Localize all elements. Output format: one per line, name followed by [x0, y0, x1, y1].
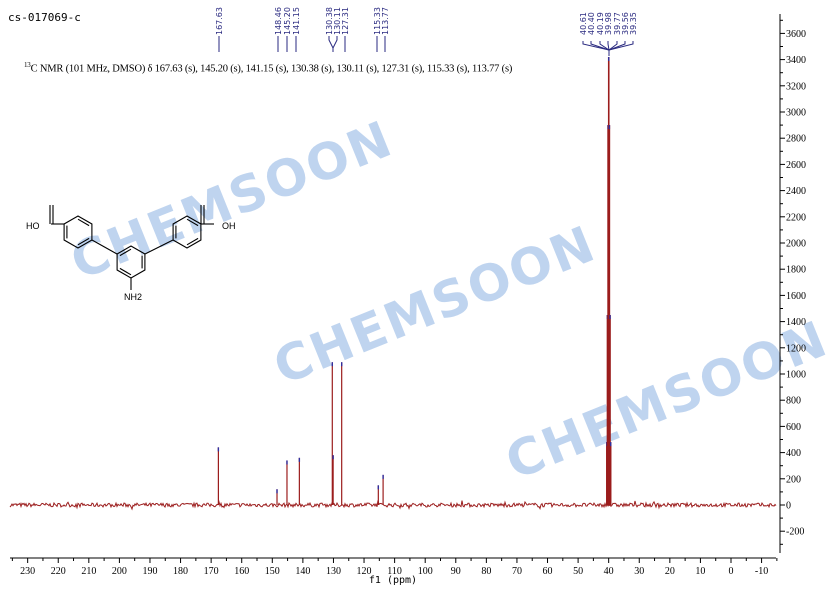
y-tick-label: 3200 — [786, 81, 806, 92]
watermark: CHEMSOON — [63, 109, 401, 291]
y-tick-label: 200 — [786, 474, 801, 485]
nmr-description: 13C NMR (101 MHz, DMSO) δ 167.63 (s), 14… — [24, 61, 512, 75]
benzene-ring — [172, 215, 202, 249]
double-bond — [119, 267, 132, 276]
peak-label: 130.11 — [333, 7, 342, 35]
x-tick-label: 20 — [665, 566, 675, 577]
y-tick-label: 1600 — [786, 291, 806, 302]
y-tick-label: 1000 — [786, 370, 806, 381]
description-text: C NMR (101 MHz, DMSO) δ 167.63 (s), 145.… — [30, 63, 513, 75]
peak-label: 39.77 — [613, 12, 622, 35]
watermarks: CHEMSOON CHEMSOON CHEMSOON — [63, 109, 828, 491]
watermark: CHEMSOON — [498, 309, 828, 491]
x-tick-label: 210 — [81, 566, 96, 577]
x-tick-label: 220 — [51, 566, 66, 577]
peak-label: 141.15 — [292, 7, 301, 35]
benzene-ring — [116, 245, 146, 279]
axes: 230 220 210 200 190 180 170 160 150 140 130 120 110 1… — [10, 14, 806, 577]
peak-label: 40.61 — [579, 12, 588, 35]
x-tick-label: 0 — [729, 566, 734, 577]
sample-id: cs-017069-c — [8, 11, 81, 24]
peak-label: 127.31 — [341, 7, 350, 35]
isotope-superscript: 13 — [24, 61, 31, 69]
y-tick-label: 3400 — [786, 55, 806, 66]
bond — [144, 239, 174, 255]
peak-label: 40.40 — [587, 12, 596, 35]
double-bond — [119, 248, 132, 257]
x-tick-label: 190 — [142, 566, 157, 577]
x-tick-label: 40 — [604, 566, 614, 577]
atom-label-oh: OH — [222, 221, 236, 231]
peak-label: 40.19 — [596, 12, 605, 35]
y-tick-label: 1800 — [786, 265, 806, 276]
x-tick-label: 200 — [112, 566, 127, 577]
y-tick-label: 3600 — [786, 29, 806, 40]
double-bond — [77, 237, 90, 246]
y-tick-label: -200 — [786, 527, 804, 538]
y-tick-label: 2000 — [786, 239, 806, 250]
peak-label: 115.33 — [373, 7, 382, 35]
peak-label: 39.35 — [629, 12, 638, 35]
double-bond — [186, 218, 199, 227]
x-tick-label: 60 — [543, 566, 553, 577]
x-tick-label: 50 — [573, 566, 583, 577]
x-tick-label: 70 — [512, 566, 522, 577]
peak-label: 39.98 — [604, 12, 613, 35]
double-bond — [186, 237, 199, 246]
peak-label: 39.56 — [621, 12, 630, 35]
atom-label-nh2: NH2 — [124, 292, 142, 302]
peak-label: 113.77 — [381, 7, 390, 35]
x-tick-label: 160 — [234, 566, 249, 577]
x-tick-label: 10 — [695, 566, 705, 577]
spectrum-trace — [9, 56, 777, 511]
peak-label-connector — [332, 36, 338, 52]
benzene-ring — [63, 215, 93, 249]
x-tick-label: 140 — [295, 566, 310, 577]
peak-label: 148.46 — [274, 7, 283, 35]
y-tick-label: 600 — [786, 422, 801, 433]
molecule-structure — [49, 205, 214, 290]
y-tick-label: 400 — [786, 448, 801, 459]
atom-label-ho: HO — [26, 221, 40, 231]
x-tick-label: 110 — [387, 566, 402, 577]
x-tick-label: 150 — [265, 566, 280, 577]
peak-label: 130.38 — [325, 7, 334, 35]
peak-label: 167.63 — [215, 7, 224, 35]
x-tick-label: 170 — [204, 566, 219, 577]
x-axis-label: f1 (ppm) — [369, 575, 417, 586]
watermark: CHEMSOON — [266, 214, 604, 396]
y-tick-label: 800 — [786, 396, 801, 407]
peak-label-connector — [328, 36, 334, 52]
bond — [91, 239, 118, 255]
peak-label: 145.20 — [283, 7, 292, 35]
y-tick-label: 2800 — [786, 134, 806, 145]
x-tick-label: 180 — [173, 566, 188, 577]
y-tick-label: 0 — [786, 501, 791, 512]
x-tick-label: 100 — [418, 566, 433, 577]
x-tick-label: 80 — [481, 566, 491, 577]
y-tick-label: 2400 — [786, 186, 806, 197]
x-tick-label: 90 — [451, 566, 461, 577]
y-tick-label: 1200 — [786, 343, 806, 354]
x-tick-label: 230 — [20, 566, 35, 577]
x-tick-label: -10 — [755, 566, 768, 577]
x-tick-label: 30 — [634, 566, 644, 577]
x-tick-label: 120 — [357, 566, 372, 577]
peak-labels: 167.63 148.46 145.20 141.15 130.38 130.11 127.… — [215, 7, 638, 56]
y-tick-label: 2200 — [786, 212, 806, 223]
x-tick-label: 130 — [326, 566, 341, 577]
double-bond — [77, 218, 90, 227]
peak-label-connector — [608, 41, 634, 56]
y-tick-label: 2600 — [786, 160, 806, 171]
y-tick-label: 1400 — [786, 317, 806, 328]
baseline-noise — [9, 500, 777, 511]
y-tick-label: 3000 — [786, 108, 806, 119]
